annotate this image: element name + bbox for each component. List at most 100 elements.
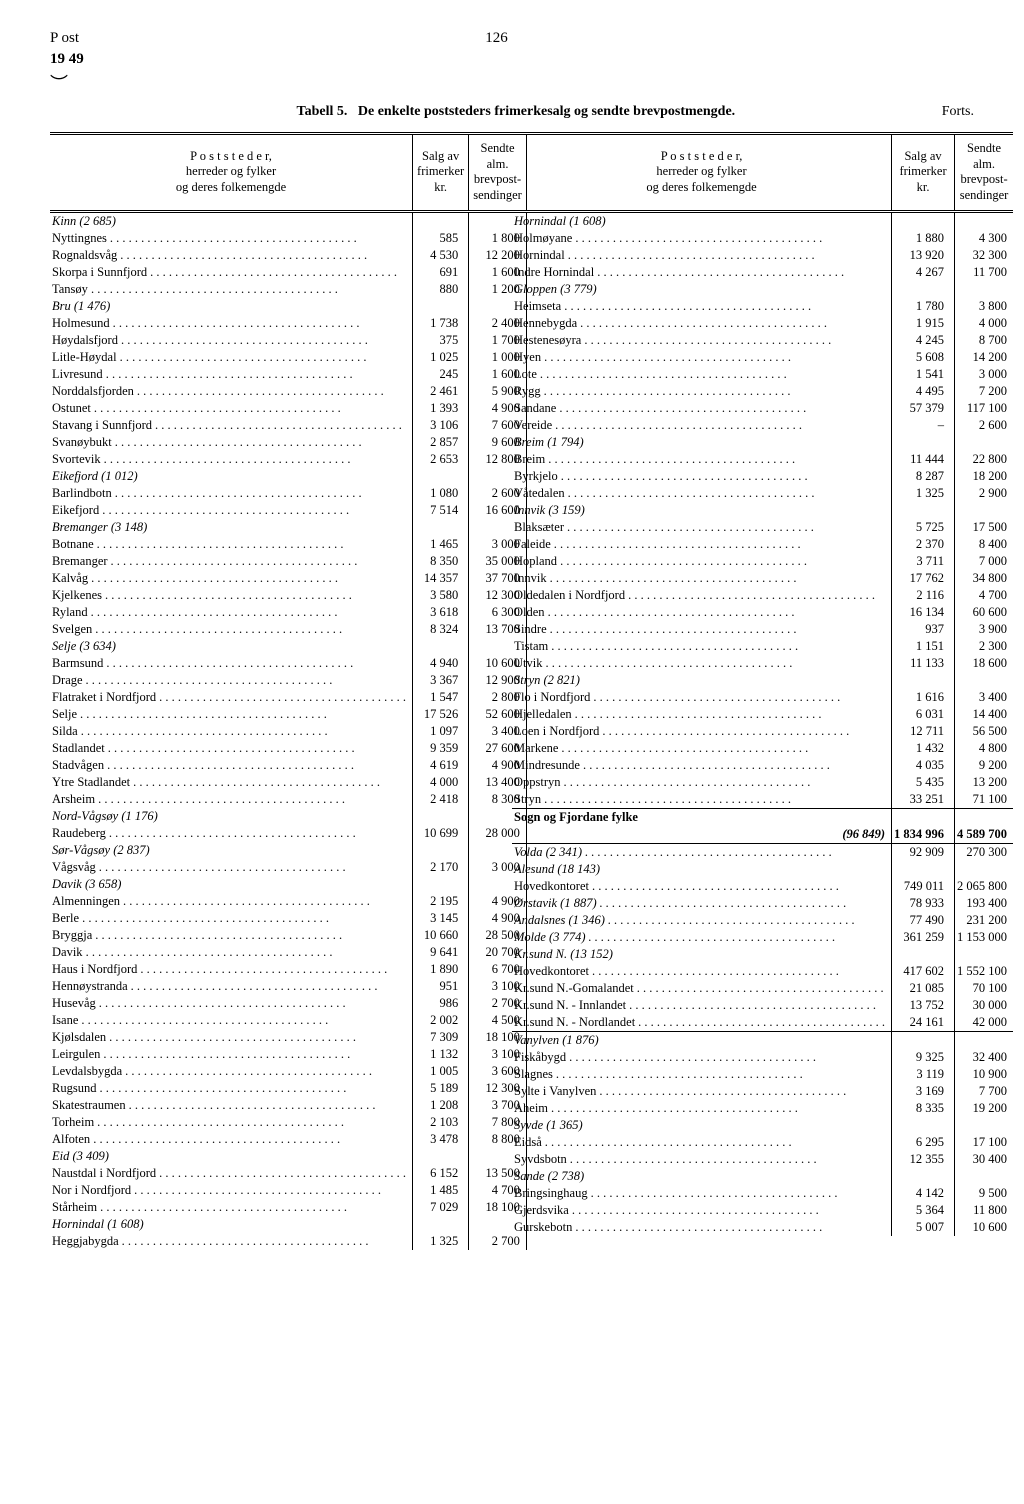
table-row: Hyen. . . . . . . . . . . . . . . . . . … xyxy=(512,349,1013,366)
bracket-decor: ︶ xyxy=(50,70,974,96)
table-row: Hopland. . . . . . . . . . . . . . . . .… xyxy=(512,553,1013,570)
table-row: Innvik. . . . . . . . . . . . . . . . . … xyxy=(512,570,1013,587)
table-row: Byrkjelo. . . . . . . . . . . . . . . . … xyxy=(512,468,1013,485)
table-row: Skorpa i Sunnfjord. . . . . . . . . . . … xyxy=(50,264,526,281)
table-row: Botnane. . . . . . . . . . . . . . . . .… xyxy=(50,536,526,553)
table-row: Heggjabygda. . . . . . . . . . . . . . .… xyxy=(50,1233,526,1250)
table-row: Sande (2 738) xyxy=(512,1168,1013,1185)
table-row: Holmesund. . . . . . . . . . . . . . . .… xyxy=(50,315,526,332)
table-row: Stadlandet. . . . . . . . . . . . . . . … xyxy=(50,740,526,757)
table-row: Vågsvåg. . . . . . . . . . . . . . . . .… xyxy=(50,859,526,876)
table-row: Olden. . . . . . . . . . . . . . . . . .… xyxy=(512,604,1013,621)
table-row: Kr.sund N. - Nordlandet. . . . . . . . .… xyxy=(512,1014,1013,1032)
table-row: Kr.sund N.-Gomalandet. . . . . . . . . .… xyxy=(512,980,1013,997)
table-row: Stavang i Sunnfjord. . . . . . . . . . .… xyxy=(50,417,526,434)
table-row: Raudeberg. . . . . . . . . . . . . . . .… xyxy=(50,825,526,842)
table-row: Sør-Vågsøy (2 837) xyxy=(50,842,526,859)
col-header-3: Sendtealm.brevpost-sendinger xyxy=(955,134,1014,212)
table-row: Arsheim. . . . . . . . . . . . . . . . .… xyxy=(50,791,526,808)
table-row: Gjerdsvika. . . . . . . . . . . . . . . … xyxy=(512,1202,1013,1219)
table-row: Nord-Vågsøy (1 176) xyxy=(50,808,526,825)
table-row: Nor i Nordfjord. . . . . . . . . . . . .… xyxy=(50,1182,526,1199)
table-row: Silda. . . . . . . . . . . . . . . . . .… xyxy=(50,723,526,740)
table-row: Norddalsfjorden. . . . . . . . . . . . .… xyxy=(50,383,526,400)
table-columns: P o s t s t e d e r,herreder og fylkerog… xyxy=(50,132,974,1250)
right-column: P o s t s t e d e r,herreder og fylkerog… xyxy=(512,132,974,1250)
table-row: Molde (3 774). . . . . . . . . . . . . .… xyxy=(512,929,1013,946)
table-row: Våtedalen. . . . . . . . . . . . . . . .… xyxy=(512,485,1013,502)
table-row: Flo i Nordfjord. . . . . . . . . . . . .… xyxy=(512,689,1013,706)
table-row: Sylte i Vanylven. . . . . . . . . . . . … xyxy=(512,1083,1013,1100)
table-row: Alfoten. . . . . . . . . . . . . . . . .… xyxy=(50,1131,526,1148)
table-row: Ostunet. . . . . . . . . . . . . . . . .… xyxy=(50,400,526,417)
table-row: Lote. . . . . . . . . . . . . . . . . . … xyxy=(512,366,1013,383)
table-row: Gloppen (3 779) xyxy=(512,281,1013,298)
table-row: Alesund (18 143) xyxy=(512,861,1013,878)
table-row: Eidså. . . . . . . . . . . . . . . . . .… xyxy=(512,1134,1013,1151)
table-row: Leirgulen. . . . . . . . . . . . . . . .… xyxy=(50,1046,526,1063)
table-row: Kalvåg. . . . . . . . . . . . . . . . . … xyxy=(50,570,526,587)
table-row: Faleide. . . . . . . . . . . . . . . . .… xyxy=(512,536,1013,553)
table-row: Kr.sund N. (13 152) xyxy=(512,946,1013,963)
table-row: Svelgen. . . . . . . . . . . . . . . . .… xyxy=(50,621,526,638)
table-row: Svortevik. . . . . . . . . . . . . . . .… xyxy=(50,451,526,468)
table-row: Gurskebotn. . . . . . . . . . . . . . . … xyxy=(512,1219,1013,1236)
table-row: Haus i Nordfjord. . . . . . . . . . . . … xyxy=(50,961,526,978)
table-row: Innvik (3 159) xyxy=(512,502,1013,519)
table-row: Isane. . . . . . . . . . . . . . . . . .… xyxy=(50,1012,526,1029)
table-row: Eikefjord. . . . . . . . . . . . . . . .… xyxy=(50,502,526,519)
table-row: Stryn. . . . . . . . . . . . . . . . . .… xyxy=(512,791,1013,809)
table-row: Kjelkenes. . . . . . . . . . . . . . . .… xyxy=(50,587,526,604)
left-column: P o s t s t e d e r,herreder og fylkerog… xyxy=(50,132,512,1250)
table-row: Livresund. . . . . . . . . . . . . . . .… xyxy=(50,366,526,383)
table-row: Sandane. . . . . . . . . . . . . . . . .… xyxy=(512,400,1013,417)
table-row: Davik. . . . . . . . . . . . . . . . . .… xyxy=(50,944,526,961)
table-row: Bremanger (3 148) xyxy=(50,519,526,536)
table-title-row: Tabell 5. De enkelte poststeders frimerk… xyxy=(90,104,974,120)
page-header: P ost 126 xyxy=(50,30,974,47)
table-row: Hornindal (1 608) xyxy=(50,1216,526,1233)
table-row: Stadvågen. . . . . . . . . . . . . . . .… xyxy=(50,757,526,774)
table-row: Syvde (1 365) xyxy=(512,1117,1013,1134)
table-row: Rugsund. . . . . . . . . . . . . . . . .… xyxy=(50,1080,526,1097)
table-row: Hovedkontoret. . . . . . . . . . . . . .… xyxy=(512,963,1013,980)
table-row: Tansøy. . . . . . . . . . . . . . . . . … xyxy=(50,281,526,298)
table-row: Nyttingnes. . . . . . . . . . . . . . . … xyxy=(50,230,526,247)
table-row: Bryggja. . . . . . . . . . . . . . . . .… xyxy=(50,927,526,944)
table-row: Høydalsfjord. . . . . . . . . . . . . . … xyxy=(50,332,526,349)
table-row: Stårheim. . . . . . . . . . . . . . . . … xyxy=(50,1199,526,1216)
left-table: P o s t s t e d e r,herreder og fylkerog… xyxy=(50,132,527,1250)
table-row: Sindre. . . . . . . . . . . . . . . . . … xyxy=(512,621,1013,638)
table-row: Vanylven (1 876) xyxy=(512,1031,1013,1049)
col-header-2: Salg avfrimerkerkr. xyxy=(413,134,469,212)
table-row: (96 849)1 834 9964 589 700 xyxy=(512,826,1013,844)
table-row: Drage. . . . . . . . . . . . . . . . . .… xyxy=(50,672,526,689)
table-row: Vereide. . . . . . . . . . . . . . . . .… xyxy=(512,417,1013,434)
table-row: Hornindal. . . . . . . . . . . . . . . .… xyxy=(512,247,1013,264)
year-label: 19 49 xyxy=(50,51,974,68)
table-row: Naustdal i Nordfjord. . . . . . . . . . … xyxy=(50,1165,526,1182)
table-row: Fiskåbygd. . . . . . . . . . . . . . . .… xyxy=(512,1049,1013,1066)
table-row: Almenningen. . . . . . . . . . . . . . .… xyxy=(50,893,526,910)
table-row: Barmsund. . . . . . . . . . . . . . . . … xyxy=(50,655,526,672)
table-row: Selje. . . . . . . . . . . . . . . . . .… xyxy=(50,706,526,723)
table-row: Andalsnes (1 346). . . . . . . . . . . .… xyxy=(512,912,1013,929)
table-row: Loen i Nordfjord. . . . . . . . . . . . … xyxy=(512,723,1013,740)
table-row: Hestenesøyra. . . . . . . . . . . . . . … xyxy=(512,332,1013,349)
col-header-1: P o s t s t e d e r,herreder og fylkerog… xyxy=(50,134,413,212)
table-row: Indre Hornindal. . . . . . . . . . . . .… xyxy=(512,264,1013,281)
table-row: Mindresunde. . . . . . . . . . . . . . .… xyxy=(512,757,1013,774)
table-row: Ryland. . . . . . . . . . . . . . . . . … xyxy=(50,604,526,621)
table-row: Selje (3 634) xyxy=(50,638,526,655)
table-row: Eikefjord (1 012) xyxy=(50,468,526,485)
table-row: Blaksæter. . . . . . . . . . . . . . . .… xyxy=(512,519,1013,536)
table-row: Oldedalen i Nordfjord. . . . . . . . . .… xyxy=(512,587,1013,604)
table-row: Breim. . . . . . . . . . . . . . . . . .… xyxy=(512,451,1013,468)
table-title: De enkelte poststeders frimerkesalg og s… xyxy=(358,104,735,119)
table-row: Heimseta. . . . . . . . . . . . . . . . … xyxy=(512,298,1013,315)
table-row: Eid (3 409) xyxy=(50,1148,526,1165)
table-row: Hjelledalen. . . . . . . . . . . . . . .… xyxy=(512,706,1013,723)
table-row: Ørstavik (1 887). . . . . . . . . . . . … xyxy=(512,895,1013,912)
table-row: Hovedkontoret. . . . . . . . . . . . . .… xyxy=(512,878,1013,895)
table-row: Berle. . . . . . . . . . . . . . . . . .… xyxy=(50,910,526,927)
